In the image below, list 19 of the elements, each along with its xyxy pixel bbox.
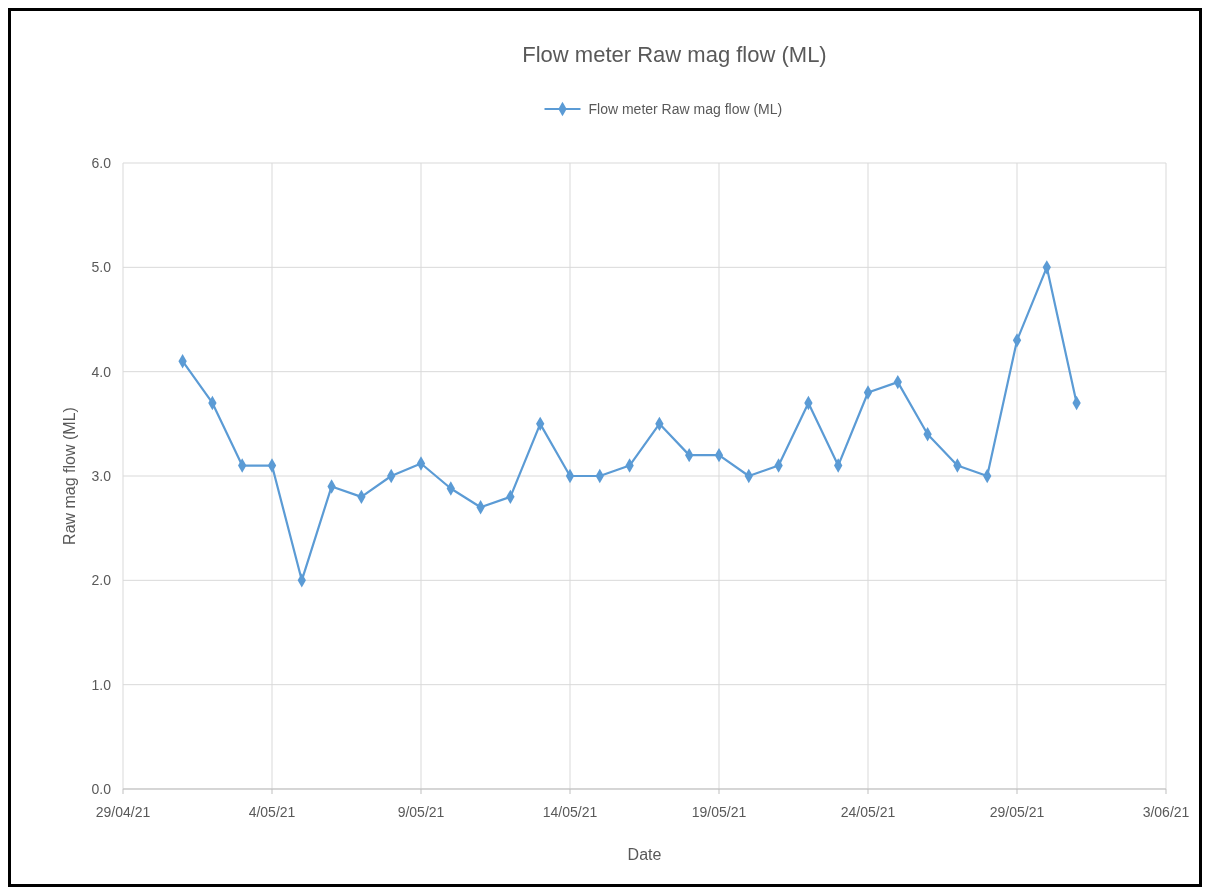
y-tick-label: 0.0 <box>91 781 112 797</box>
x-tick-label: 19/05/21 <box>691 804 747 820</box>
y-axis-title: Raw mag flow (ML) <box>61 407 78 545</box>
y-tick-label: 4.0 <box>91 363 112 380</box>
y-tick-label: 2.0 <box>91 572 112 589</box>
x-axis-title: Date <box>627 846 662 863</box>
legend-label: Flow meter Raw mag flow (ML) <box>588 101 783 117</box>
chart-title: Flow meter Raw mag flow (ML) <box>522 42 827 67</box>
y-tick-label: 5.0 <box>91 259 112 276</box>
x-tick-label: 4/05/21 <box>248 804 296 820</box>
y-tick-label: 6.0 <box>91 155 112 171</box>
x-tick-label: 24/05/21 <box>840 804 896 820</box>
x-tick-label: 3/06/21 <box>1142 804 1190 820</box>
x-tick-label: 9/05/21 <box>397 804 445 820</box>
x-tick-label: 14/05/21 <box>542 804 598 820</box>
y-tick-label: 1.0 <box>91 676 112 693</box>
x-tick-label: 29/04/21 <box>95 804 151 820</box>
y-tick-label: 3.0 <box>91 468 112 484</box>
x-tick-label: 29/05/21 <box>989 804 1045 820</box>
